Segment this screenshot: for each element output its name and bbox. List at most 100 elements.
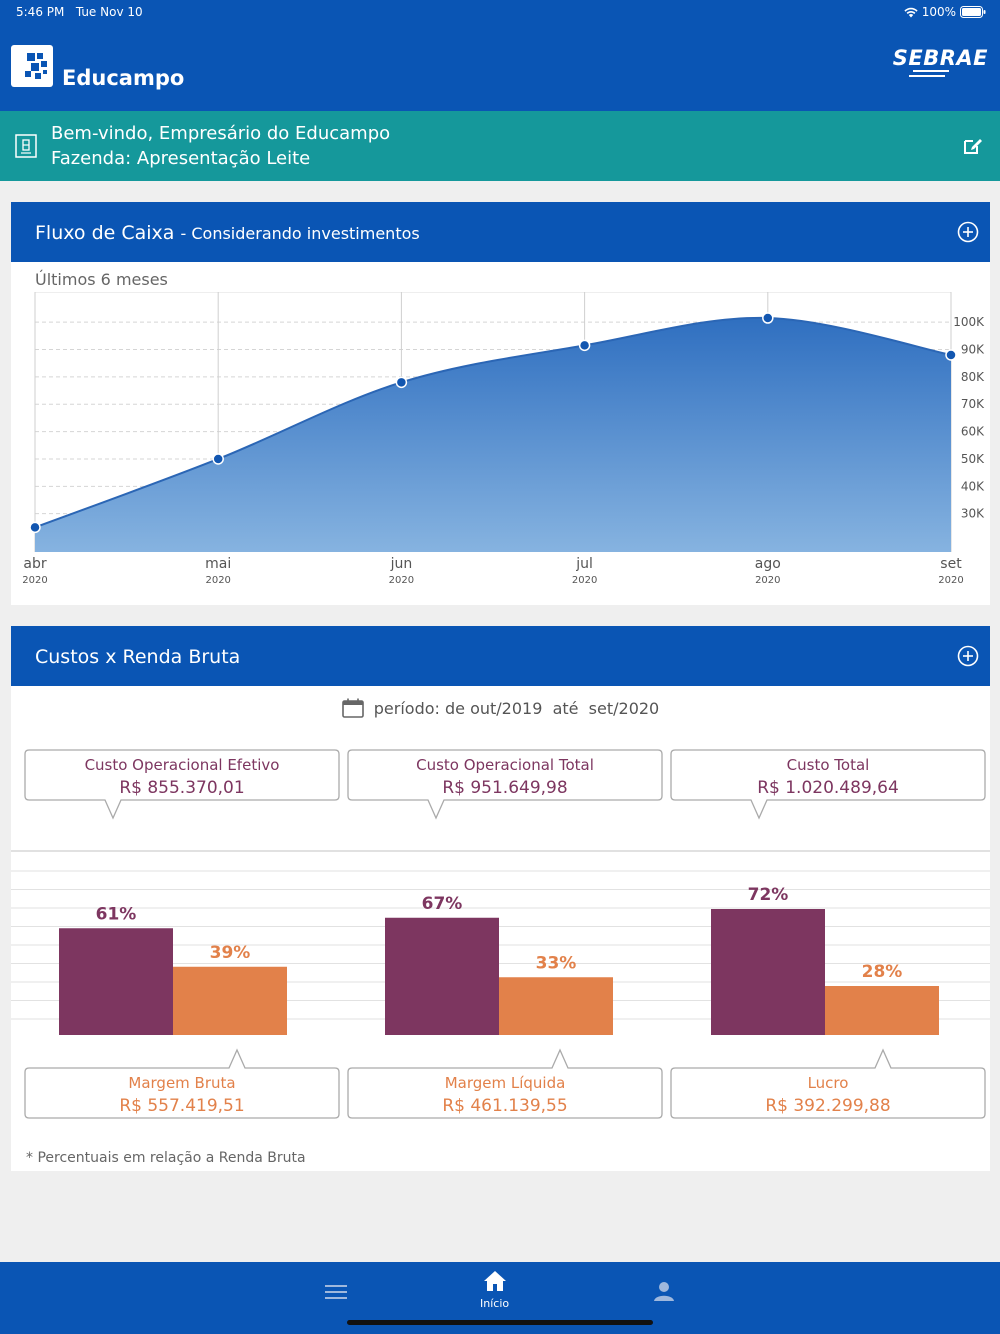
bar-value-label: 61% — [96, 904, 137, 924]
callout-value: R$ 855.370,01 — [119, 778, 244, 798]
callout-value: R$ 1.020.489,64 — [757, 778, 899, 798]
callout-box — [347, 1048, 663, 1119]
tab-home[interactable]: Início — [480, 1270, 509, 1311]
battery-percent: 100% — [921, 5, 956, 19]
y-tick-label: 100K — [953, 315, 985, 329]
data-point — [395, 376, 408, 389]
status-date: Tue Nov 10 — [75, 5, 143, 19]
callout-label: Custo Operacional Efetivo — [85, 756, 280, 774]
menu-icon[interactable] — [325, 1284, 347, 1300]
margin-callout: Margem Líquida R$ 461.139,55 — [347, 1048, 663, 1119]
battery-icon — [960, 6, 986, 18]
welcome-bar[interactable]: Bem-vindo, Empresário do Educampo Fazend… — [0, 111, 1000, 181]
cash-flow-line — [35, 316, 951, 529]
app-header: 5:46 PM Tue Nov 10 100% Educampo SEBRAE — [0, 0, 1000, 111]
edit-icon[interactable] — [962, 134, 984, 156]
margin-callout: Margem Bruta R$ 557.419,51 — [24, 1048, 340, 1119]
callout-value: R$ 461.139,55 — [442, 1096, 567, 1116]
margin-bar — [173, 966, 287, 1035]
callout-value: R$ 557.419,51 — [119, 1096, 244, 1116]
data-point — [578, 339, 591, 352]
cash-flow-title: Fluxo de Caixa - Considerando investimen… — [35, 222, 420, 244]
y-tick-label: 50K — [961, 452, 985, 466]
expand-plus-icon[interactable] — [957, 221, 979, 243]
farm-name: Fazenda: Apresentação Leite — [51, 148, 311, 169]
costs-bar-chart: Custo Operacional Efetivo R$ 855.370,01 Cu… — [11, 749, 990, 1119]
callout-label: Margem Líquida — [445, 1074, 566, 1092]
margin-bar — [499, 977, 613, 1035]
data-point — [29, 521, 41, 534]
cash-flow-card: Fluxo de Caixa - Considerando investimen… — [11, 202, 990, 605]
costs-title: Custos x Renda Bruta — [35, 646, 241, 668]
data-point — [762, 312, 774, 324]
callout-box — [670, 749, 986, 820]
chart-period-label: Últimos 6 meses — [35, 270, 168, 289]
bar-value-label: 67% — [422, 894, 463, 914]
x-tick-year: 2020 — [389, 575, 414, 586]
cost-callout: Custo Total R$ 1.020.489,64 — [670, 749, 986, 820]
callout-box — [24, 749, 340, 820]
home-indicator — [347, 1320, 653, 1325]
bar-value-label: 72% — [748, 885, 789, 905]
calendar-icon — [341, 698, 364, 718]
cash-flow-header[interactable]: Fluxo de Caixa - Considerando investimen… — [11, 202, 990, 262]
tab-home-label: Início — [480, 1297, 510, 1310]
x-tick-year: 2020 — [572, 575, 597, 586]
callout-box — [670, 1048, 986, 1119]
sebrae-stripes-icon — [908, 70, 949, 77]
cost-bar — [59, 928, 173, 1035]
bar-value-label: 28% — [862, 962, 903, 982]
y-tick-label: 60K — [961, 425, 985, 439]
margin-callout: Lucro R$ 392.299,88 — [670, 1048, 986, 1119]
data-point — [212, 453, 224, 465]
status-indicators: 100% — [904, 5, 986, 19]
callout-label: Custo Total — [787, 756, 870, 774]
profile-icon[interactable] — [653, 1280, 675, 1302]
bar-value-label: 33% — [536, 953, 577, 973]
cash-flow-area — [35, 317, 951, 552]
period-text: período: de out/2019 até set/2020 — [373, 698, 660, 718]
callout-label: Custo Operacional Total — [416, 756, 594, 774]
wifi-icon — [904, 7, 918, 17]
callout-value: R$ 951.649,98 — [442, 778, 567, 798]
callout-label: Margem Bruta — [128, 1074, 235, 1092]
x-tick-year: 2020 — [22, 575, 47, 586]
cash-flow-title-text: Fluxo de Caixa — [35, 222, 175, 244]
callout-box — [24, 1048, 340, 1119]
sebrae-logo-text: SEBRAE — [892, 46, 988, 70]
cost-bar — [385, 917, 499, 1035]
status-time: 5:46 PM Tue Nov 10 — [16, 5, 143, 19]
costs-header[interactable]: Custos x Renda Bruta — [11, 626, 990, 686]
y-tick-label: 80K — [961, 370, 985, 384]
x-tick-year: 2020 — [205, 575, 230, 586]
y-tick-label: 90K — [961, 342, 985, 356]
period-row[interactable]: período: de out/2019 até set/2020 — [11, 698, 990, 722]
bar-value-label: 39% — [210, 943, 251, 963]
farm-icon — [15, 134, 37, 158]
app-name: Educampo — [62, 66, 185, 90]
x-tick-label: set — [940, 556, 962, 572]
callout-label: Lucro — [808, 1074, 849, 1092]
x-tick-label: mai — [205, 556, 231, 572]
footnote: * Percentuais em relação a Renda Bruta — [26, 1150, 306, 1166]
data-point — [945, 349, 957, 361]
cash-flow-chart: 100K 90K 80K 70K 60K 50K 40K 30K abr 2020 mai 2020… — [22, 292, 985, 586]
callout-value: R$ 392.299,88 — [765, 1096, 890, 1116]
callout-box — [347, 749, 663, 820]
x-tick-year: 2020 — [755, 575, 780, 586]
status-clock: 5:46 PM — [16, 5, 65, 19]
x-tick-year: 2020 — [938, 575, 963, 586]
cost-bar — [711, 909, 825, 1035]
educampo-logo-icon — [11, 45, 53, 87]
costs-card: Custos x Renda Bruta período: de out/201… — [11, 626, 990, 1171]
home-icon — [483, 1271, 506, 1291]
x-tick-label: jun — [390, 556, 413, 572]
sebrae-logo: SEBRAE — [893, 46, 988, 78]
x-tick-label: abr — [23, 556, 46, 572]
expand-plus-icon[interactable] — [957, 645, 979, 667]
cost-callout: Custo Operacional Total R$ 951.649,98 — [347, 749, 663, 820]
y-tick-label: 40K — [961, 479, 985, 493]
cash-flow-subtitle: - Considerando investimentos — [180, 224, 420, 243]
x-tick-label: ago — [755, 556, 781, 572]
y-tick-label: 70K — [961, 397, 985, 411]
